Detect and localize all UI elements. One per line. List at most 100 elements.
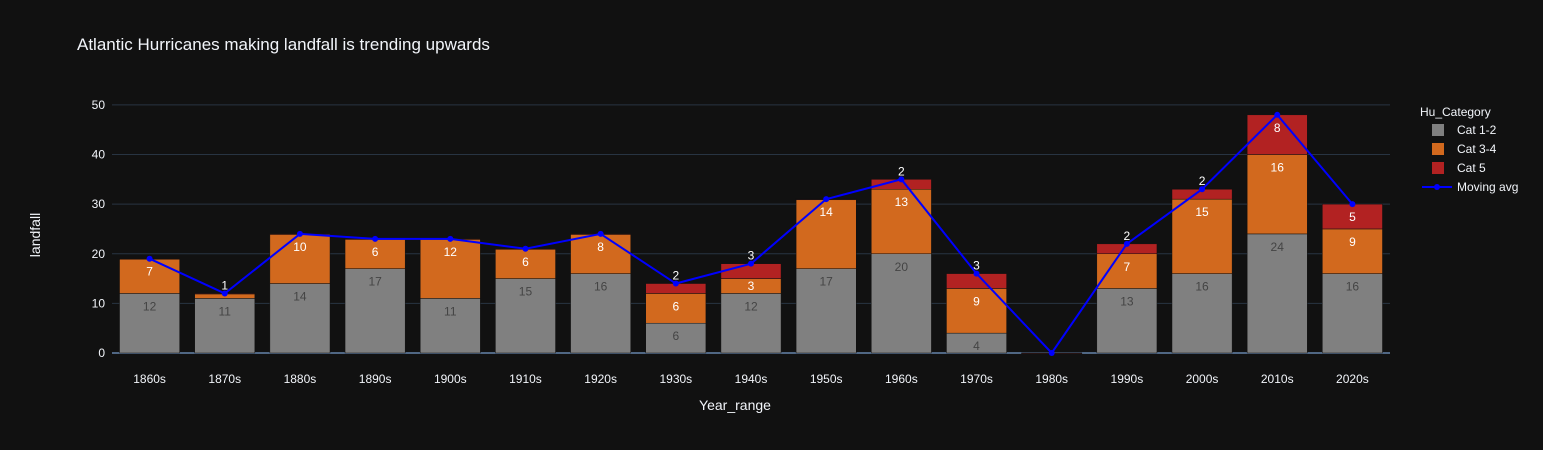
moving-avg-point (447, 235, 454, 242)
bar-value-label: 15 (1195, 205, 1209, 219)
legend[interactable]: Hu_Category Cat 1-2 Cat 3-4 Cat 5 Moving av… (1420, 105, 1518, 194)
bar-cat-3-4 (795, 198, 857, 269)
bar-value-label: 8 (1274, 121, 1281, 135)
bar-cat-3-4 (269, 233, 331, 284)
bar-value-label: 9 (973, 294, 980, 308)
legend-title: Hu_Category (1420, 105, 1491, 119)
y-tick-label: 10 (92, 296, 106, 310)
moving-avg-point (672, 280, 679, 287)
y-axis-title: landfall (27, 213, 43, 257)
moving-avg-point (1349, 201, 1356, 208)
bar-value-label: 2 (1199, 174, 1206, 188)
bar-value-label: 14 (293, 290, 307, 304)
moving-avg-point (1048, 350, 1055, 356)
bar-value-label: 16 (594, 280, 608, 294)
bar-cat-3-4 (871, 188, 932, 255)
y-tick-label: 50 (92, 98, 106, 112)
bar-value-label: 6 (672, 299, 679, 313)
bar-cat-1-2 (194, 298, 256, 354)
bar-value-label: 3 (973, 259, 980, 273)
legend-line-marker (1434, 184, 1440, 190)
bar-value-label: 9 (1349, 235, 1356, 249)
moving-avg-point (1123, 240, 1130, 247)
legend-swatch (1432, 143, 1444, 155)
bar-cat-3-4 (645, 293, 707, 324)
moving-avg-point (748, 260, 754, 267)
y-tick-label: 30 (92, 197, 106, 211)
bar-cat-3-4 (570, 233, 631, 274)
x-tick-label: 1870s (208, 372, 241, 386)
legend-label: Cat 5 (1457, 161, 1486, 175)
bar-value-label: 17 (368, 275, 382, 289)
moving-avg-point (973, 270, 980, 277)
x-tick-label: 2000s (1186, 372, 1219, 386)
x-tick-label: 1880s (284, 372, 317, 386)
y-tick-label: 0 (98, 346, 105, 360)
x-tick-label: 2010s (1261, 372, 1294, 386)
bar-value-label: 20 (895, 260, 909, 274)
x-tick-label: 1970s (960, 372, 993, 386)
bar-cat-1-2 (720, 293, 782, 354)
bar-value-label: 6 (522, 255, 529, 269)
legend-swatch (1432, 124, 1444, 136)
bar-value-label: 12 (143, 299, 157, 313)
legend-swatch (1432, 162, 1444, 174)
bar-value-label: 11 (444, 304, 457, 318)
bar-value-label: 7 (146, 265, 153, 279)
bar-value-label: 16 (1271, 161, 1285, 175)
bar-value-label: 16 (1195, 280, 1209, 294)
x-tick-label: 1890s (359, 372, 392, 386)
moving-avg-point (823, 196, 830, 203)
bar-value-label: 17 (819, 275, 833, 289)
moving-avg-point (1274, 111, 1281, 118)
chart-title: Atlantic Hurricanes making landfall is t… (77, 35, 490, 54)
bar-value-label: 13 (1120, 294, 1134, 308)
bar-value-label: 24 (1271, 240, 1285, 254)
moving-avg-point (221, 290, 228, 297)
moving-avg-point (522, 245, 529, 252)
bar-value-label: 16 (1346, 280, 1360, 294)
bar-cat-1-2 (119, 293, 180, 354)
bar-value-label: 4 (973, 339, 980, 353)
moving-avg-point (597, 230, 604, 237)
y-tick-label: 40 (92, 148, 106, 162)
bar-cat-3-4 (1171, 198, 1233, 274)
bar-value-label: 12 (444, 245, 458, 259)
x-axis-title: Year_range (699, 397, 771, 413)
x-tick-label: 1900s (434, 372, 467, 386)
bar-cat-1-2 (1096, 288, 1158, 354)
bar-cat-3-4 (119, 258, 180, 294)
bar-cat-1-2 (1322, 273, 1383, 354)
legend-label: Moving avg (1457, 180, 1518, 194)
bar-cat-1-2 (1171, 273, 1233, 354)
bar-cat-1-2 (795, 268, 857, 354)
legend-label: Cat 3-4 (1457, 142, 1497, 156)
moving-avg-point (898, 176, 905, 183)
x-tick-label: 1960s (885, 372, 918, 386)
bar-value-label: 10 (293, 240, 307, 254)
bar-value-label: 14 (819, 205, 833, 219)
bar-cat-3-4 (419, 238, 481, 299)
bar-cat-1-2 (495, 278, 556, 354)
bar-value-label: 2 (1124, 229, 1131, 243)
y-tick-label: 20 (92, 247, 106, 261)
x-tick-label: 2020s (1336, 372, 1369, 386)
bar-value-label: 7 (1124, 260, 1131, 274)
moving-avg-point (146, 255, 153, 262)
bar-value-label: 5 (1349, 210, 1356, 224)
bar-cat-3-4 (344, 238, 406, 269)
x-tick-label: 1930s (659, 372, 692, 386)
bar-value-label: 3 (748, 249, 755, 263)
bar-value-label: 6 (372, 245, 379, 259)
bar-cat-5 (1322, 203, 1383, 230)
bar-value-label: 15 (519, 285, 533, 299)
bar-labels: 12 11 14 17 11 15 16 6 12 17 20 4 13 16 24 16 7 1 10 6 12 6 8 6… (143, 121, 1359, 353)
legend-label: Cat 1-2 (1457, 123, 1497, 137)
bar-value-label: 8 (597, 240, 604, 254)
bar-cat-1-2 (570, 273, 631, 354)
x-tick-label: 1940s (735, 372, 768, 386)
bar-cat-3-4 (495, 248, 556, 279)
x-tick-label: 1950s (810, 372, 843, 386)
